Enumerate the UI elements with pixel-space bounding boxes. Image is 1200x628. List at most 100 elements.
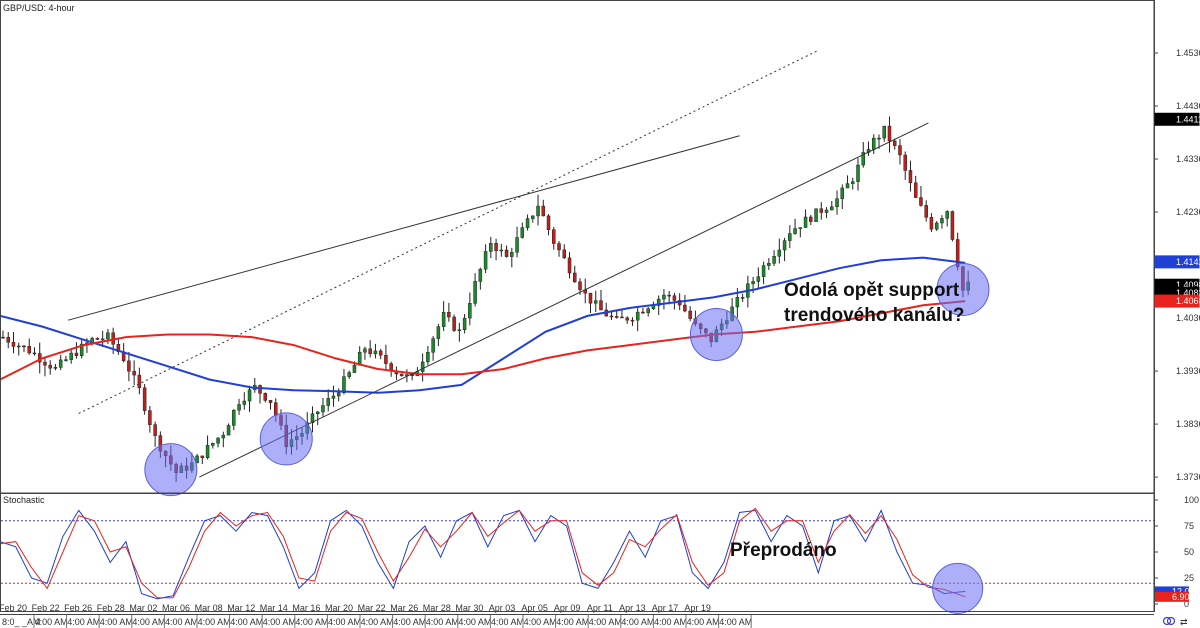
candle-body [420,361,425,372]
candle-body [268,400,273,403]
candle-body [929,217,934,230]
candle-body [331,395,336,399]
price-tag-bg [1154,112,1200,126]
candle-body [237,404,241,411]
candle-body [924,205,928,218]
candle-body [336,392,341,397]
price-tag-bg [1154,255,1200,269]
scroll-arrows-glyph: ⇄ [1180,617,1188,627]
candle-body [662,294,666,300]
candle-body [216,437,220,444]
stochastic-value-tag: 12.09 [1155,586,1195,597]
candle-body [27,345,31,354]
x-date-label: Mar 30 [455,603,483,613]
x-time-label: 4:00 AM [589,617,622,627]
candle-body [578,281,582,291]
candle-body [672,295,677,301]
highlight-circle [259,412,313,466]
x-time-label: 4:00 AM [524,617,557,627]
candle-body [457,329,462,331]
stochastic-tag-label: 6.90 [1172,592,1190,602]
candle-body [819,208,824,213]
chart-title: GBP/USD: 4-hour [3,3,75,13]
candle-body [100,338,105,341]
x-date-label: Mar 22 [358,603,386,613]
trend-channel-line [68,135,740,321]
x-date-label: Feb 22 [32,603,60,613]
x-time-label: 4:00 AM [621,617,654,627]
candle-body [221,434,226,439]
candle-body [510,251,514,257]
stochastic-value-tag: 6.90 [1155,591,1190,602]
candle-body [515,237,519,253]
x-date-label: Feb 26 [64,603,92,613]
candle-body [625,317,629,321]
stochastic-d-line [0,507,966,599]
price-tag-label: 1.4036 [1176,313,1200,323]
annotation-line-2: trendového kanálu? [784,305,965,326]
candle-body [567,257,572,274]
candle-body [74,352,79,356]
link-icon-ring [1166,616,1176,626]
candle-body [814,208,818,222]
candle-body [851,181,855,184]
link-icon-ring [1162,616,1172,626]
x-time-label: 4:00 AM [295,617,328,627]
highlight-circle [936,262,990,316]
candle-body [557,243,561,251]
candle-body [641,311,645,314]
price-tag: 1.4142 [1154,255,1200,269]
stochastic-panel [0,507,1154,614]
x-time-label: 4:00 AM [35,617,68,627]
candle-body [520,227,525,238]
candle-body [635,311,640,321]
x-date-label: Apr 09 [554,603,581,613]
candle-body [232,409,236,426]
x-time-label: 4:00 AM [132,617,165,627]
candle-body [614,316,619,318]
price-tick-label: 1.3936 [1176,366,1200,376]
candle-body [473,281,477,304]
x-time-label: 4:00 AM [719,617,752,627]
x-time-label: 4:00 AM [263,617,296,627]
candle-body [431,338,435,353]
scroll-arrows-icon[interactable]: ⇄ [1180,617,1188,627]
candle-body [908,170,913,184]
candle-body [205,445,210,459]
x-time-label: 4:00 AM [491,617,524,627]
candle-body [462,317,467,330]
x-date-label: Apr 13 [619,603,646,613]
candle-body [499,249,504,252]
price-panel-frame [0,0,1155,494]
candle-body [735,297,740,308]
x-date-label: Mar 02 [129,603,157,613]
candle-body [903,154,907,171]
candle-body [803,216,808,228]
annotation-oversold: Přeprodáno [730,540,837,561]
candle-body [541,205,546,217]
candle-body [142,387,147,411]
price-tick-label: 1.3736 [1176,472,1200,482]
candle-body [373,350,378,355]
stochastic-tick-label: 0 [1184,599,1189,609]
price-tag-label: 1.4142 [1176,257,1200,267]
candle-body [609,315,614,318]
candle-body [342,376,346,393]
price-tag: 1.4036 [1155,312,1200,325]
link-icon[interactable] [1162,616,1176,626]
x-date-label: Apr 05 [521,603,548,613]
candle-body [777,249,782,257]
x-time-label: 4:00 AM [198,617,231,627]
candle-body [11,341,16,347]
candle-body [940,218,944,224]
candle-body [132,370,136,376]
candle-body [6,336,10,343]
candle-body [399,373,404,377]
candle-body [69,352,73,360]
candle-body [378,350,383,356]
candle-body [667,294,671,297]
candle-body [384,354,388,364]
candle-body [871,137,876,150]
